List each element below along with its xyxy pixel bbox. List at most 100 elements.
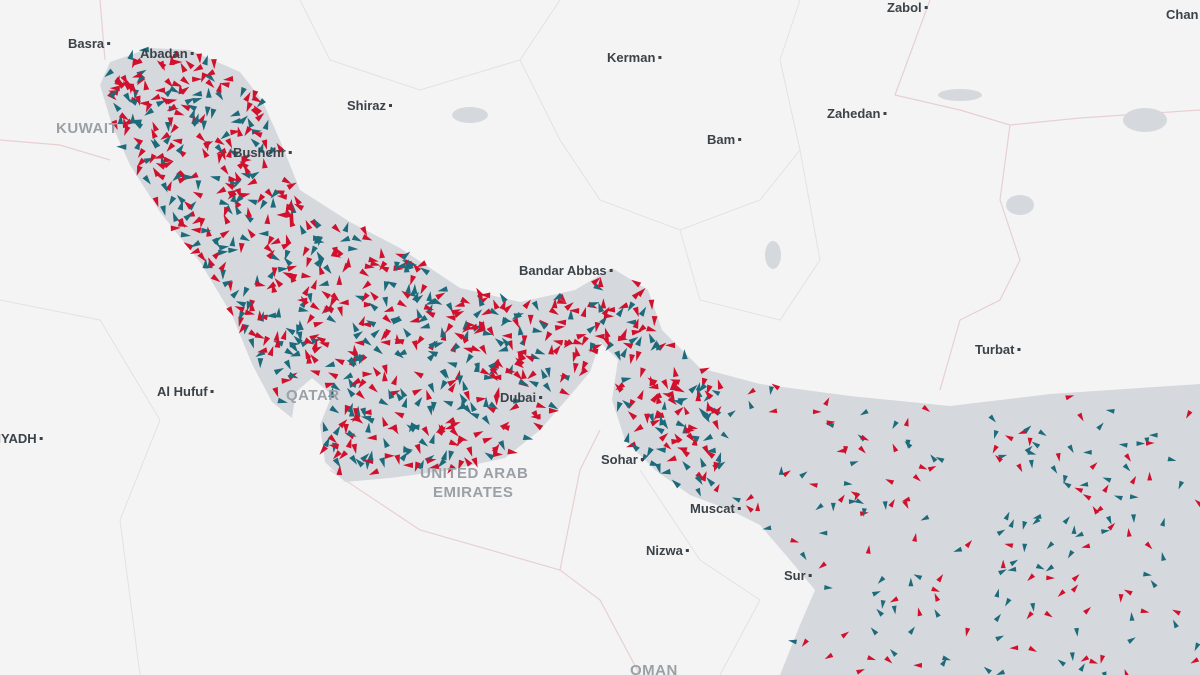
ship-marker bbox=[1092, 506, 1100, 515]
ship-marker bbox=[381, 364, 388, 375]
ship-marker bbox=[682, 460, 691, 471]
ship-marker bbox=[727, 410, 736, 418]
ship-marker bbox=[1022, 543, 1028, 553]
ship-marker bbox=[445, 322, 454, 334]
country-label: OMAN bbox=[630, 662, 678, 675]
ship-marker bbox=[617, 335, 629, 342]
ship-marker bbox=[698, 407, 708, 418]
ship-marker bbox=[1078, 663, 1085, 672]
ship-marker bbox=[185, 60, 195, 70]
ship-marker bbox=[630, 442, 640, 452]
ship-marker bbox=[540, 368, 548, 380]
ship-marker bbox=[423, 304, 435, 311]
ship-marker bbox=[425, 298, 436, 305]
ship-marker bbox=[437, 286, 448, 292]
ship-marker bbox=[322, 436, 330, 448]
provinces bbox=[0, 0, 821, 675]
ship-marker bbox=[234, 204, 242, 216]
ship-marker bbox=[330, 292, 340, 302]
ship-marker bbox=[636, 287, 646, 298]
ship-marker bbox=[1074, 531, 1084, 538]
ship-marker bbox=[614, 383, 624, 393]
city-dot bbox=[737, 507, 741, 510]
ship-marker bbox=[533, 422, 544, 431]
ship-marker bbox=[329, 297, 337, 308]
city-dot bbox=[738, 138, 742, 141]
ship-marker bbox=[843, 480, 853, 486]
ship-marker bbox=[1095, 505, 1104, 513]
ship-marker bbox=[1122, 463, 1131, 472]
ship-marker bbox=[205, 69, 216, 77]
ship-marker bbox=[259, 199, 268, 210]
ship-marker bbox=[1027, 449, 1037, 455]
ship-marker bbox=[1190, 657, 1200, 664]
ship-marker bbox=[598, 302, 605, 313]
ship-marker bbox=[382, 416, 389, 427]
city-dot bbox=[808, 574, 812, 577]
ship-marker bbox=[808, 483, 818, 488]
ship-marker bbox=[1071, 525, 1077, 535]
ship-marker bbox=[222, 280, 233, 288]
ship-marker bbox=[379, 248, 386, 259]
ship-marker bbox=[830, 502, 836, 512]
ship-marker bbox=[331, 223, 341, 233]
ship-marker bbox=[589, 302, 600, 308]
ship-marker bbox=[227, 189, 238, 197]
ship-marker bbox=[246, 300, 253, 312]
ship-marker bbox=[662, 393, 672, 398]
ship-marker bbox=[416, 308, 423, 320]
ship-marker bbox=[317, 235, 323, 247]
ship-marker bbox=[207, 257, 216, 268]
ship-marker bbox=[125, 78, 133, 89]
ship-marker bbox=[559, 388, 570, 396]
ship-marker bbox=[445, 302, 454, 313]
ship-marker bbox=[1089, 658, 1099, 664]
ship-marker bbox=[674, 385, 685, 393]
ship-marker bbox=[361, 292, 370, 303]
ship-marker bbox=[635, 336, 642, 347]
ship-marker bbox=[311, 339, 318, 350]
ship-marker bbox=[631, 279, 642, 288]
ship-marker bbox=[1124, 668, 1129, 675]
ship-marker bbox=[243, 286, 250, 297]
ship-marker bbox=[983, 666, 992, 675]
ship-marker bbox=[360, 321, 372, 328]
ship-marker bbox=[548, 344, 554, 355]
ship-marker bbox=[193, 64, 204, 72]
city-dot bbox=[210, 390, 214, 393]
ship-marker bbox=[661, 379, 669, 390]
ship-marker bbox=[332, 425, 341, 436]
ship-marker bbox=[1000, 559, 1006, 569]
ship-marker bbox=[321, 290, 332, 300]
ship-marker bbox=[252, 131, 263, 138]
ship-marker bbox=[282, 272, 293, 279]
ship-marker bbox=[435, 424, 446, 434]
ship-marker bbox=[184, 174, 195, 181]
ship-marker bbox=[219, 230, 230, 239]
ship-marker bbox=[435, 292, 446, 300]
ship-marker bbox=[1067, 549, 1075, 559]
ship-marker bbox=[505, 367, 516, 374]
ship-marker bbox=[362, 234, 373, 241]
ship-marker bbox=[493, 299, 500, 310]
ship-marker bbox=[824, 652, 834, 660]
ship-marker bbox=[394, 349, 404, 359]
ship-marker bbox=[447, 464, 456, 474]
ship-marker bbox=[223, 214, 231, 225]
ship-marker bbox=[428, 433, 435, 445]
ship-marker bbox=[702, 433, 714, 441]
ship-marker bbox=[1136, 441, 1146, 446]
ship-marker bbox=[382, 314, 392, 324]
ship-marker bbox=[405, 283, 411, 294]
ship-marker bbox=[880, 600, 886, 609]
ship-marker bbox=[216, 186, 227, 194]
ship-marker bbox=[935, 456, 945, 464]
city-dot bbox=[288, 151, 292, 154]
ship-marker bbox=[247, 228, 256, 239]
ship-marker bbox=[461, 324, 472, 333]
ship-marker bbox=[269, 253, 281, 261]
ship-marker bbox=[849, 461, 859, 467]
ship-marker bbox=[440, 368, 449, 379]
ship-marker bbox=[416, 335, 425, 346]
ship-marker bbox=[672, 380, 679, 391]
